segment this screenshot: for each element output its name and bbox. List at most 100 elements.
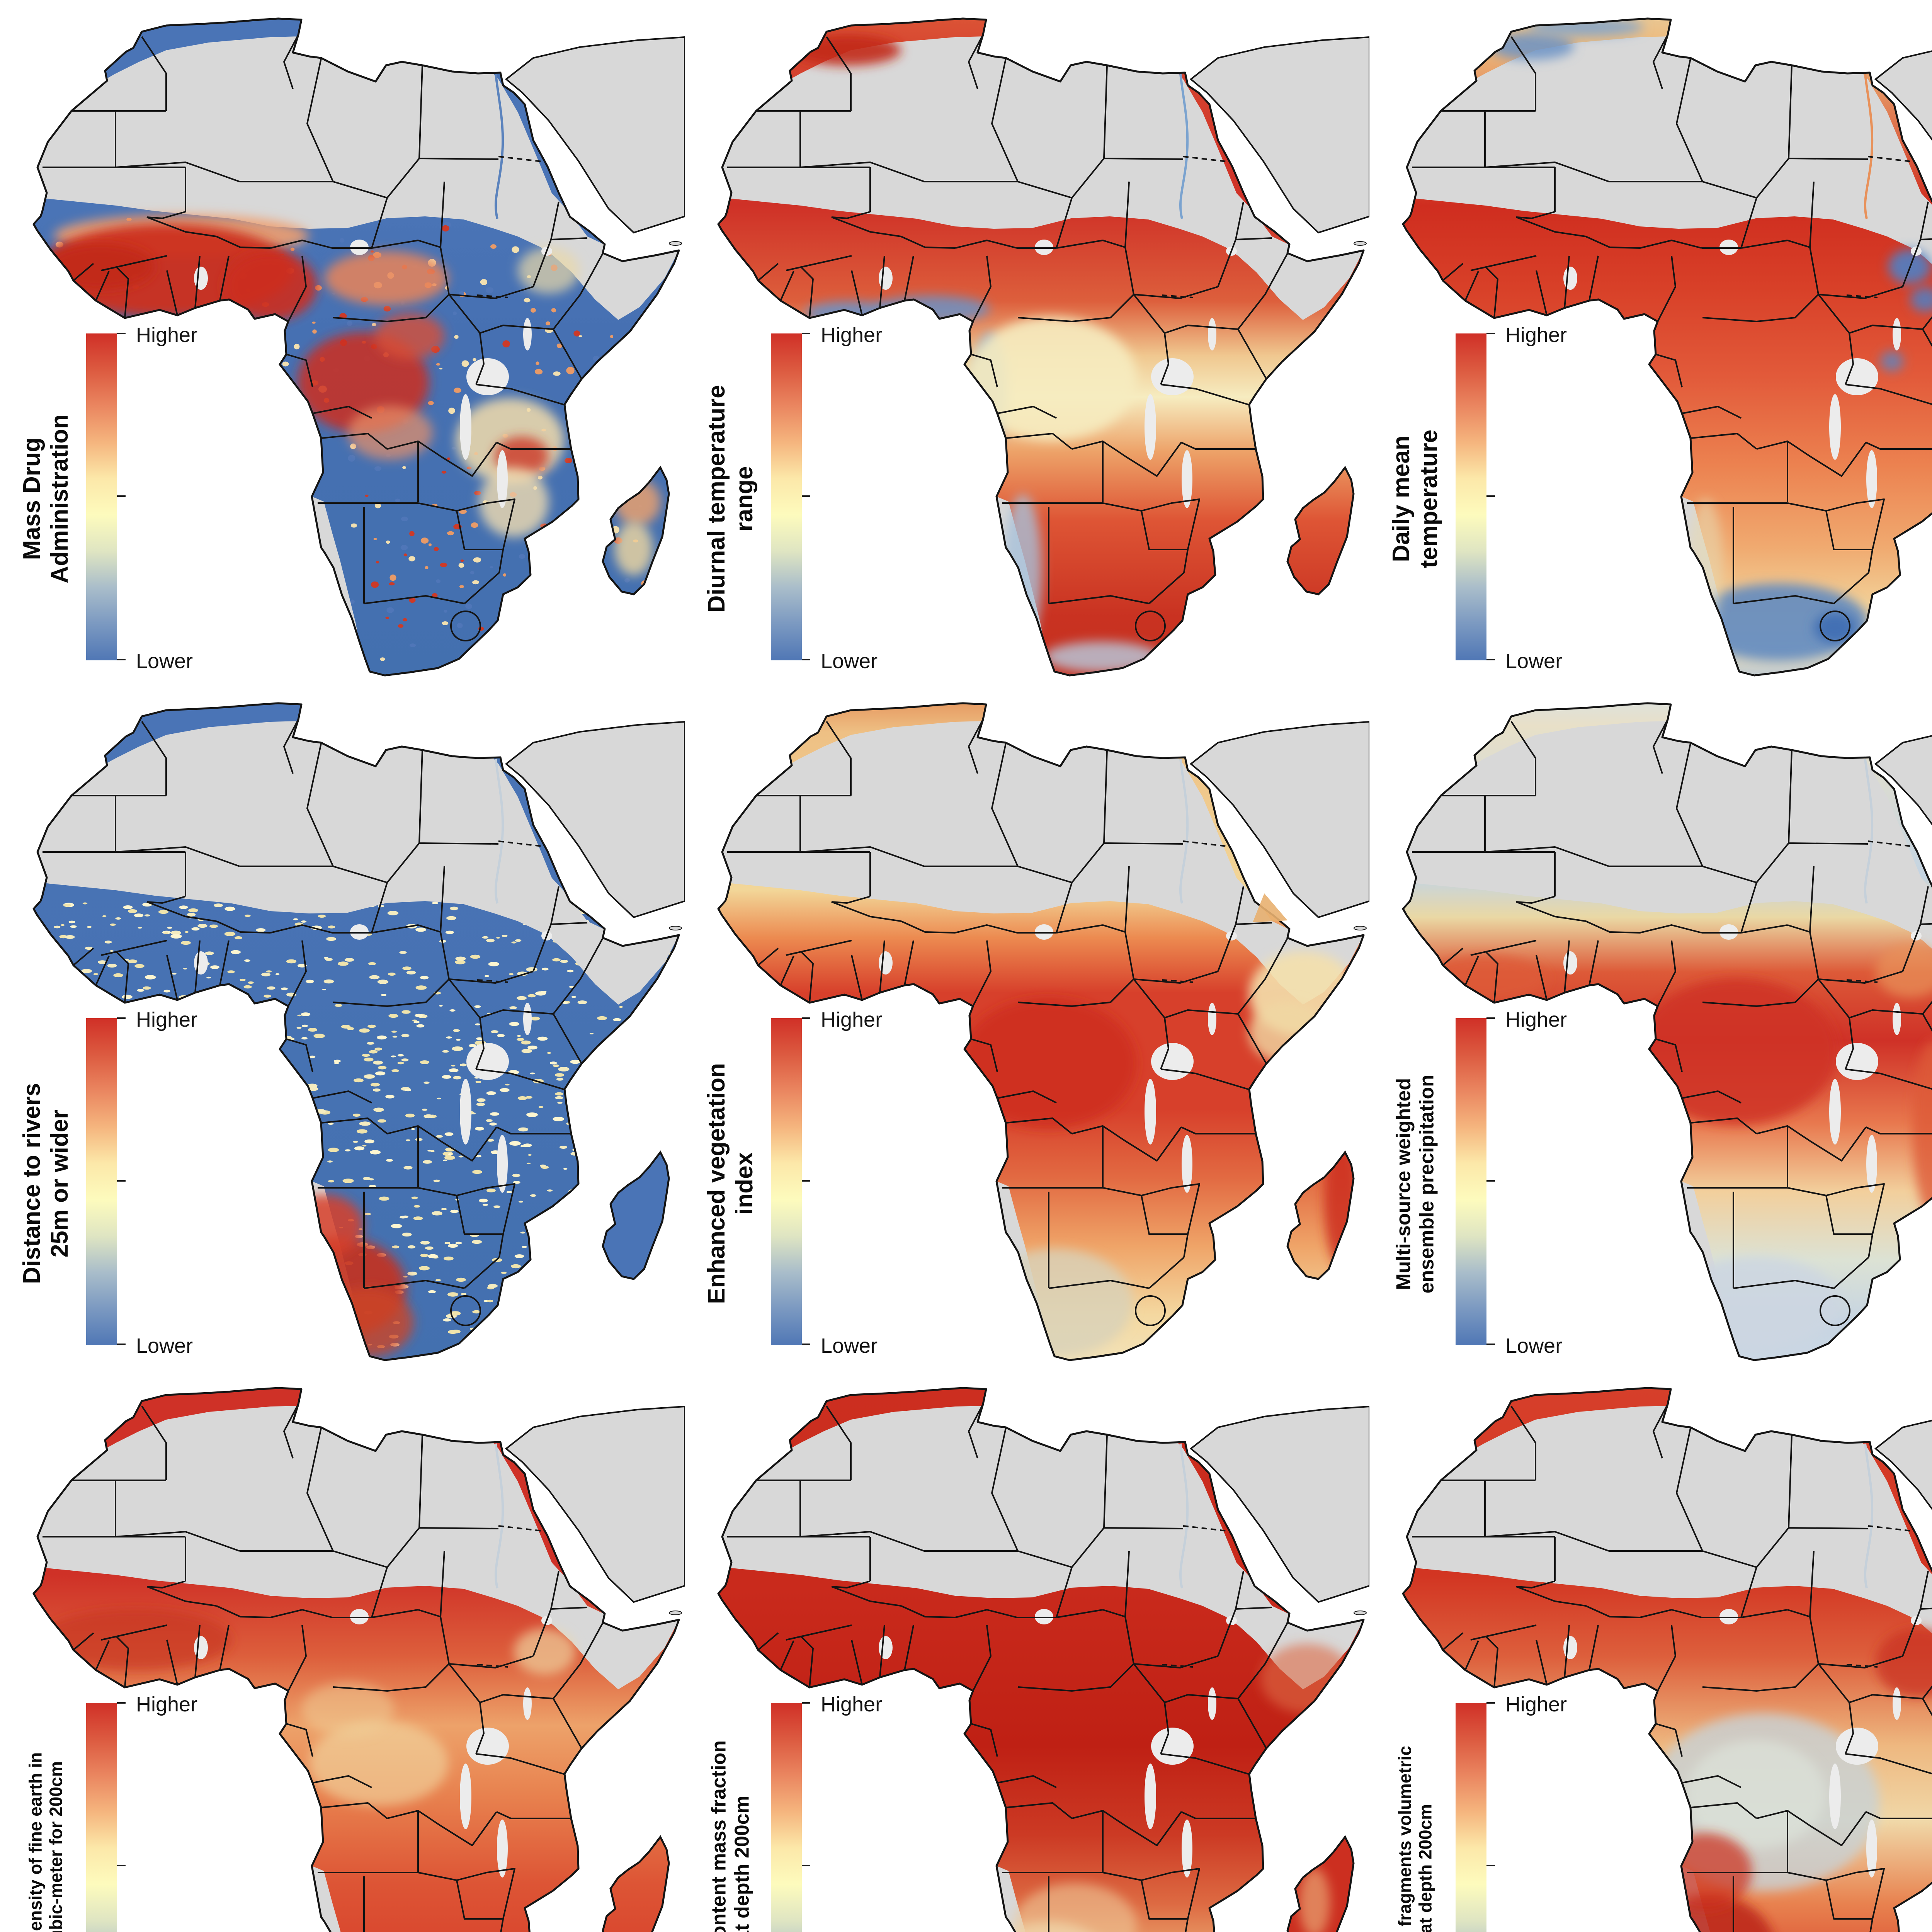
speckle	[293, 1161, 303, 1165]
speckle	[542, 638, 549, 641]
speckle	[471, 1240, 482, 1244]
country-borders	[727, 34, 1288, 641]
speckle	[332, 293, 336, 295]
data-blob	[325, 251, 448, 305]
speckle	[385, 1095, 395, 1099]
speckle	[207, 1097, 214, 1100]
africa-coastline	[32, 17, 680, 677]
speckle	[484, 636, 488, 638]
speckle	[170, 930, 181, 935]
speckle	[630, 1082, 636, 1085]
speckle	[444, 610, 447, 613]
speckle	[436, 363, 440, 366]
colorbar-tick-middle	[117, 1180, 126, 1182]
speckle	[82, 902, 88, 905]
speckle	[229, 1264, 239, 1267]
speckle	[486, 1189, 496, 1192]
speckle	[263, 1335, 272, 1338]
speckle	[587, 1057, 599, 1062]
panel-title-line: Diurnal temperature	[703, 385, 730, 613]
speckle	[537, 1036, 548, 1041]
speckle	[128, 909, 138, 913]
speckle	[270, 415, 279, 420]
speckle	[225, 1271, 232, 1274]
speckle	[139, 592, 144, 595]
speckle	[286, 959, 297, 964]
speckle	[53, 1345, 60, 1348]
speckle	[313, 533, 318, 537]
speckle	[328, 1122, 334, 1125]
speckle	[343, 1335, 355, 1339]
speckle	[301, 920, 307, 923]
colorbar-lower-label: Lower	[1505, 650, 1563, 673]
speckle	[119, 1306, 131, 1310]
speckle	[386, 607, 394, 613]
speckle	[105, 1000, 110, 1003]
speckle	[168, 495, 173, 499]
panel-title-line: range	[731, 466, 758, 532]
speckle	[301, 1037, 308, 1040]
lake	[194, 1636, 208, 1659]
speckle	[427, 1254, 438, 1259]
lake	[1829, 394, 1841, 460]
speckle	[172, 1168, 182, 1172]
speckle	[276, 459, 280, 462]
speckle	[475, 1081, 481, 1083]
speckle	[148, 1323, 160, 1328]
speckle	[660, 1273, 670, 1277]
speckle	[254, 623, 260, 627]
speckle	[444, 1155, 455, 1160]
speckle	[56, 979, 66, 983]
speckle	[188, 908, 198, 913]
speckle	[58, 1029, 68, 1034]
speckle	[263, 1089, 274, 1094]
speckle	[136, 434, 140, 437]
speckle	[388, 1014, 398, 1018]
speckle	[545, 1231, 552, 1235]
speckle	[328, 1325, 336, 1328]
speckle	[335, 626, 339, 629]
speckle	[534, 1251, 545, 1256]
speckle	[383, 306, 391, 312]
speckle	[642, 1088, 653, 1093]
speckle	[555, 1073, 564, 1077]
speckle	[219, 1258, 230, 1262]
speckle	[111, 1347, 122, 1352]
speckle	[605, 1173, 616, 1178]
speckle	[451, 1065, 456, 1067]
colorbar-tick-top	[117, 333, 126, 334]
colorbar-higher-label: Higher	[136, 1693, 198, 1716]
speckle	[132, 1140, 142, 1144]
speckle	[539, 1296, 548, 1300]
speckle	[591, 525, 597, 530]
speckle	[283, 1126, 290, 1129]
speckle	[364, 1139, 374, 1144]
speckle	[442, 1050, 449, 1053]
speckle	[656, 1235, 668, 1240]
speckle	[234, 1259, 239, 1261]
data-blob	[1260, 1644, 1353, 1713]
arabia-landmass	[1189, 36, 1369, 234]
lake	[1829, 1079, 1841, 1145]
lake	[1182, 1135, 1192, 1193]
speckle	[630, 1032, 635, 1034]
speckle	[624, 236, 631, 241]
panel-variable-title: Diurnal temperature range	[703, 367, 759, 630]
speckle	[148, 498, 156, 504]
speckle	[201, 1055, 211, 1060]
speckle	[49, 978, 56, 981]
speckle	[137, 1234, 142, 1236]
socotra-island	[1354, 1611, 1367, 1615]
speckle	[407, 1271, 417, 1276]
panel-variable-title: Multi-source weighted ensemble precipitat…	[1392, 1053, 1439, 1315]
speckle	[501, 1328, 509, 1331]
speckle	[453, 1029, 460, 1032]
nile-river	[1864, 759, 1874, 904]
panel-title-line: Administration	[46, 414, 73, 583]
speckle	[55, 1023, 61, 1025]
speckle	[239, 1073, 246, 1077]
speckle	[585, 1189, 595, 1194]
speckle	[509, 1141, 521, 1146]
speckle	[581, 1243, 590, 1247]
speckle	[156, 1265, 161, 1268]
